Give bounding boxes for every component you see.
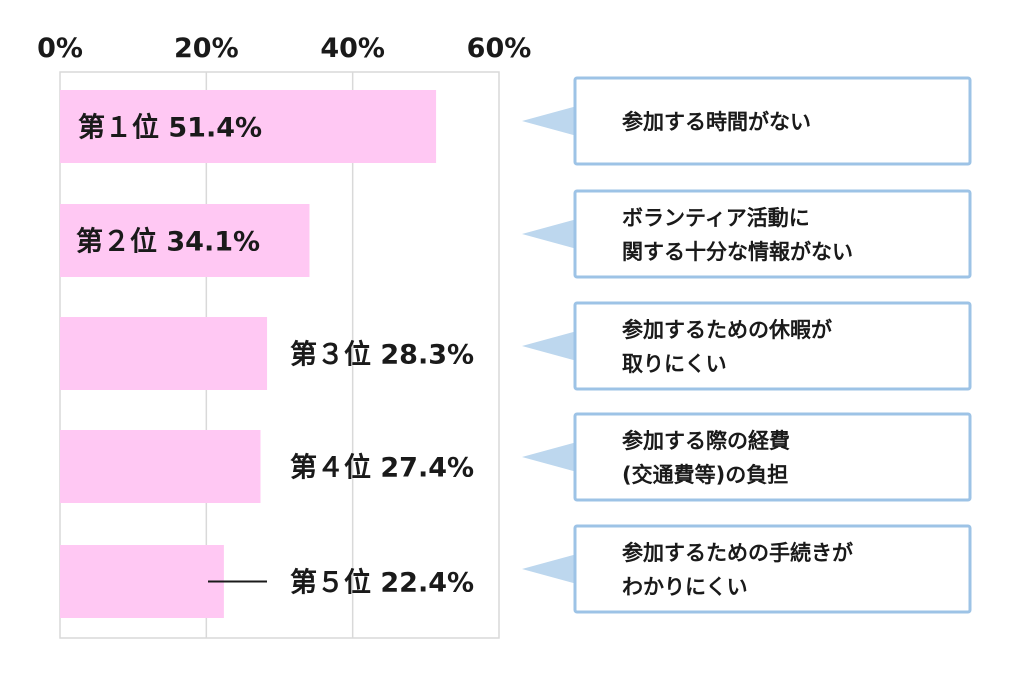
callout-line: 参加する際の経費 bbox=[622, 429, 790, 453]
axis-ticks: 0% 20% 40% 60% bbox=[37, 33, 531, 64]
rank-label-5: 第５位 22.4% bbox=[290, 567, 474, 599]
callout-text: 参加する際の経費 (交通費等)の負担 bbox=[622, 429, 790, 487]
callout-box bbox=[573, 412, 972, 502]
callout-box bbox=[573, 76, 972, 166]
callout-line: わかりにくい bbox=[622, 575, 748, 599]
callout-text: 参加するための休暇が取りにくい bbox=[622, 318, 832, 376]
callout-box bbox=[573, 189, 972, 279]
callout-4: 参加する際の経費 (交通費等)の負担 bbox=[522, 412, 972, 502]
tick-label: 20% bbox=[174, 33, 239, 64]
callout-1: 参加する時間がない bbox=[522, 76, 972, 166]
callout-line: 関する十分な情報がない bbox=[622, 240, 853, 264]
bar-2 bbox=[60, 204, 310, 277]
callout-3: 参加するための休暇が取りにくい bbox=[522, 301, 972, 391]
callout-box bbox=[573, 524, 972, 614]
tick-label: 40% bbox=[320, 33, 385, 64]
callout-pointer bbox=[522, 442, 577, 472]
callout-line: ボランティア活動に bbox=[622, 206, 810, 230]
callout-pointer bbox=[522, 554, 577, 584]
callout-line: (交通費等)の負担 bbox=[622, 463, 788, 487]
callout-text: 参加するための手続きがわかりにくい bbox=[622, 541, 853, 599]
callout-line: 取りにくい bbox=[622, 352, 727, 376]
callout-pointer bbox=[522, 331, 577, 361]
callout-pointer bbox=[522, 219, 577, 249]
callout-2: ボランティア活動に関する十分な情報がない bbox=[522, 189, 972, 279]
callout-box bbox=[573, 301, 972, 391]
bar-1 bbox=[60, 90, 437, 163]
tick-label: 60% bbox=[467, 33, 532, 64]
rank-label-2: 第２位 34.1% bbox=[76, 226, 260, 258]
bar-5 bbox=[60, 545, 224, 618]
bars bbox=[60, 90, 437, 618]
callout-text: 参加する時間がない bbox=[622, 110, 811, 134]
rank-label-4: 第４位 27.4% bbox=[290, 452, 474, 484]
bar-4 bbox=[60, 430, 261, 503]
callout-line: 参加するための休暇が bbox=[622, 318, 832, 342]
callout-5: 参加するための手続きがわかりにくい bbox=[522, 524, 972, 614]
callout-line: 参加する時間がない bbox=[622, 110, 811, 134]
bar-3 bbox=[60, 317, 268, 390]
callout-line: 参加するための手続きが bbox=[622, 541, 853, 565]
callout-pointer bbox=[522, 106, 577, 136]
callout-text: ボランティア活動に関する十分な情報がない bbox=[622, 206, 853, 264]
rank-label-3: 第３位 28.3% bbox=[290, 339, 474, 371]
rank-label-1: 第１位 51.4% bbox=[78, 112, 262, 144]
rank-labels: 第１位 51.4% 第２位 34.1% 第３位 28.3% 第４位 27.4% 第５位 … bbox=[76, 112, 474, 599]
reason-callouts: 参加する時間がないボランティア活動に関する十分な情報がない参加するための休暇が取… bbox=[522, 76, 972, 614]
tick-label: 0% bbox=[37, 33, 83, 64]
